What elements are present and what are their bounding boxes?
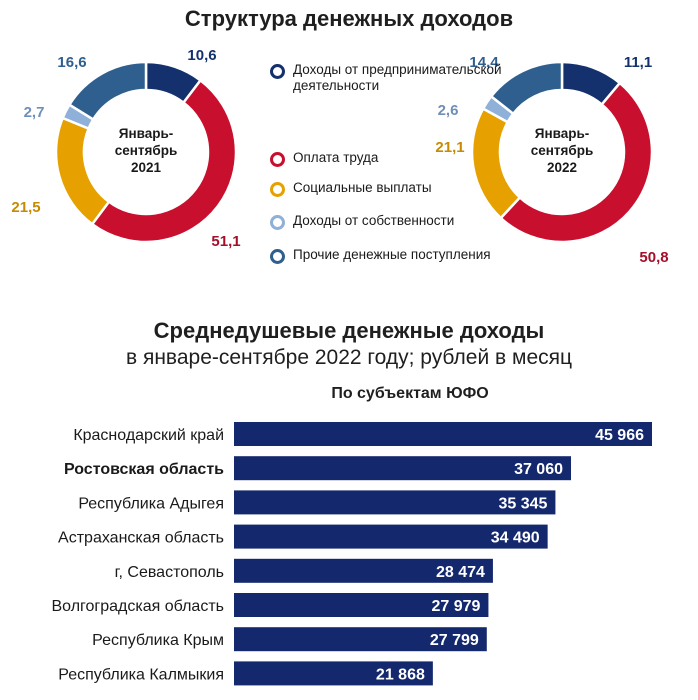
legend-item-wages: Оплата труда bbox=[270, 150, 378, 167]
page-title: Структура денежных доходов bbox=[184, 6, 514, 31]
donut-slice bbox=[499, 81, 654, 244]
donut-center-label: Январь-сентябрь 2022 bbox=[531, 126, 594, 175]
bar bbox=[234, 558, 493, 583]
legend-label: Прочие денежные поступления bbox=[293, 247, 491, 262]
category-label: Краснодарский край bbox=[73, 427, 224, 444]
legend-label: Доходы от предпринимательской деятельнос… bbox=[293, 62, 502, 93]
legend-label: Социальные выплаты bbox=[293, 180, 432, 195]
category-label: Ростовская область bbox=[64, 461, 224, 478]
donut-value-label: 21,1 bbox=[435, 139, 464, 156]
donut-value-label: 2,6 bbox=[438, 102, 459, 119]
category-label: Волгоградская область bbox=[51, 598, 224, 615]
bar-value-label: 27 799 bbox=[430, 632, 479, 649]
bar bbox=[234, 661, 433, 686]
bar bbox=[234, 593, 489, 617]
bar bbox=[234, 627, 487, 652]
donut-slice bbox=[489, 60, 564, 116]
bar-value-label: 28 474 bbox=[436, 564, 485, 581]
bar-value-label: 27 979 bbox=[431, 598, 480, 615]
bar-value-label: 35 345 bbox=[498, 495, 547, 512]
legend-label: Доходы от собственности bbox=[293, 213, 455, 228]
legend-item-business: Доходы от предпринимательской деятельнос… bbox=[270, 62, 520, 94]
legend-marker bbox=[270, 182, 285, 197]
legend-item-social: Социальные выплаты bbox=[270, 180, 432, 197]
bar-chart-title: Среднедушевые денежные доходы bbox=[153, 318, 545, 343]
donut-value-label: 11,1 bbox=[624, 54, 652, 71]
bar-chart-plot: Краснодарский край 45 966 Ростовская облас… bbox=[51, 422, 652, 686]
legend-marker bbox=[270, 249, 285, 264]
legend-label: Оплата труда bbox=[293, 150, 379, 165]
bar bbox=[234, 524, 548, 549]
bar bbox=[234, 456, 572, 481]
bar-value-label: 21 868 bbox=[376, 666, 425, 683]
donut-slice bbox=[470, 106, 522, 220]
legend-marker bbox=[270, 152, 285, 167]
donut-value-label: 10,6 bbox=[187, 47, 216, 64]
donut-slice bbox=[67, 60, 148, 122]
bar-value-label: 37 060 bbox=[514, 461, 563, 478]
legend-marker bbox=[270, 64, 285, 79]
legend-marker bbox=[270, 215, 285, 230]
donut-value-label: 21,5 bbox=[11, 199, 40, 216]
category-label: г, Севастополь bbox=[115, 564, 224, 581]
donut-slice bbox=[90, 78, 238, 244]
category-label: Республика Адыгея bbox=[78, 495, 224, 512]
donut-value-label: 14,4 bbox=[469, 54, 499, 71]
bar-value-label: 34 490 bbox=[491, 530, 540, 547]
category-label: Астраханская область bbox=[58, 530, 224, 547]
bar bbox=[234, 490, 556, 515]
donut-value-label: 51,1 bbox=[211, 233, 240, 250]
bar-chart-subtitle: в январе-сентябре 2022 году; рублей в ме… bbox=[125, 346, 573, 369]
donut-value-label: 50,8 bbox=[639, 249, 668, 266]
bar-value-label: 45 966 bbox=[595, 427, 644, 444]
category-label: Республика Крым bbox=[92, 632, 224, 649]
donut-value-label: 2,7 bbox=[24, 104, 45, 121]
donut-slice bbox=[54, 116, 111, 226]
donut-value-label: 16,6 bbox=[57, 54, 86, 71]
legend-item-other: Прочие денежные поступления bbox=[270, 247, 491, 264]
bar-chart-section-title: По субъектам ЮФО bbox=[331, 385, 489, 402]
donut-charts: 10,6 51,1 21,5 2,7 16,6 Январь-сентябрь 2021 11… bbox=[11, 47, 668, 266]
donut-chart-1: 10,6 51,1 21,5 2,7 16,6 Январь-сентябрь 2021 bbox=[11, 47, 240, 250]
legend-item-property: Доходы от собственности bbox=[270, 213, 454, 230]
donut-chart-2: 11,1 50,8 21,1 2,6 14,4 Январь-сентябрь 2022 bbox=[435, 54, 668, 266]
bar bbox=[234, 422, 652, 446]
donut-center-label: Январь-сентябрь 2021 bbox=[115, 126, 178, 175]
category-label: Республика Калмыкия bbox=[58, 666, 224, 683]
